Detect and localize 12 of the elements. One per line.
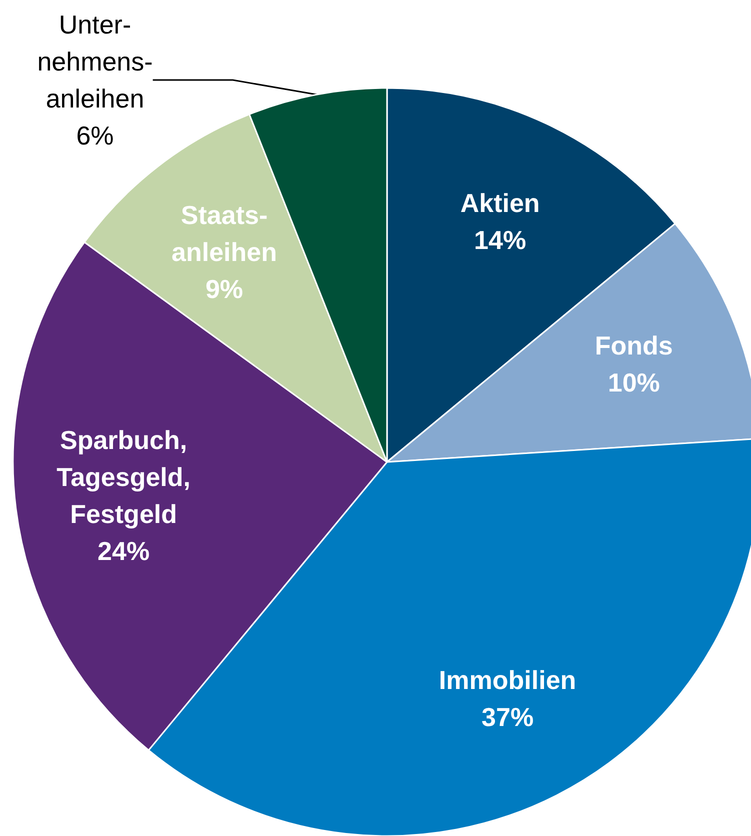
data-label: 6% <box>76 120 114 150</box>
slice-label: Staats- anleihen <box>172 200 277 268</box>
data-label: 37% <box>482 702 534 732</box>
slice-label: Sparbuch, Tagesgeld, Festgeld <box>56 424 190 529</box>
data-label: 9% <box>205 274 244 304</box>
slice-label: Unter- nehmens- anleihen <box>37 10 153 114</box>
data-label: 14% <box>474 225 526 256</box>
data-label: 24% <box>98 536 150 566</box>
slice-label: Fonds <box>594 330 673 361</box>
slice-label: Immobilien <box>438 665 576 696</box>
data-label: 10% <box>608 368 660 398</box>
slice-label: Aktien <box>460 188 540 218</box>
